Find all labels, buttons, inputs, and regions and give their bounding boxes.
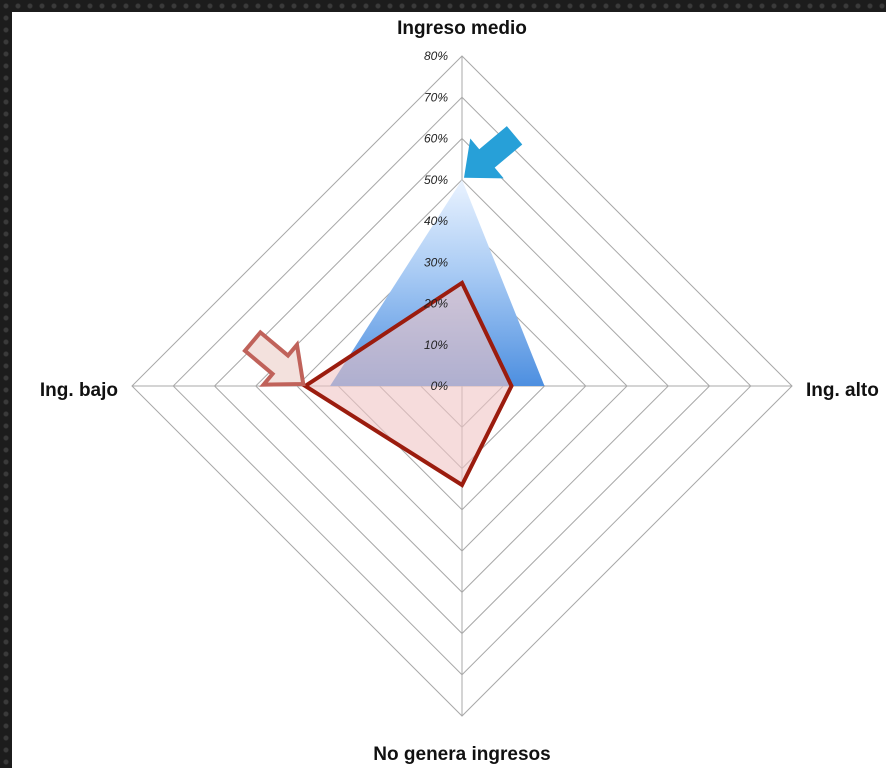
series-1-area [301,279,514,488]
tick-label-3: 30% [424,255,448,269]
annotations [242,126,523,387]
axis-label-left: Ing. bajo [40,380,118,401]
axis-label-right: Ing. alto [806,380,879,401]
tick-label-4: 40% [424,214,448,228]
tick-label-7: 70% [424,90,448,104]
annotation-arrow-blue-shape [464,126,523,179]
series-layer [301,179,545,488]
tick-label-5: 50% [424,173,448,187]
axis-label-bottom: No genera ingresos [373,744,550,765]
radar-chart: 0% 10% 20% 30% 40% 50% 60% 70% 80% Ingreso medio… [40,18,879,765]
tick-labels: 0% 10% 20% 30% 40% 50% 60% 70% 80% [423,49,448,393]
tick-label-2: 20% [423,297,448,311]
annotation-arrow-blue [464,126,523,179]
tick-label-8: 80% [424,49,448,63]
annotation-arrow-pink-shape [242,329,306,387]
annotation-arrow-pink [242,329,306,387]
axis-label-top: Ingreso medio [397,18,527,39]
chart-panel: 0% 10% 20% 30% 40% 50% 60% 70% 80% Ingreso medio… [12,12,886,768]
tick-label-1: 10% [424,338,448,352]
tick-label-0: 0% [431,379,449,393]
tick-label-6: 60% [424,132,448,146]
